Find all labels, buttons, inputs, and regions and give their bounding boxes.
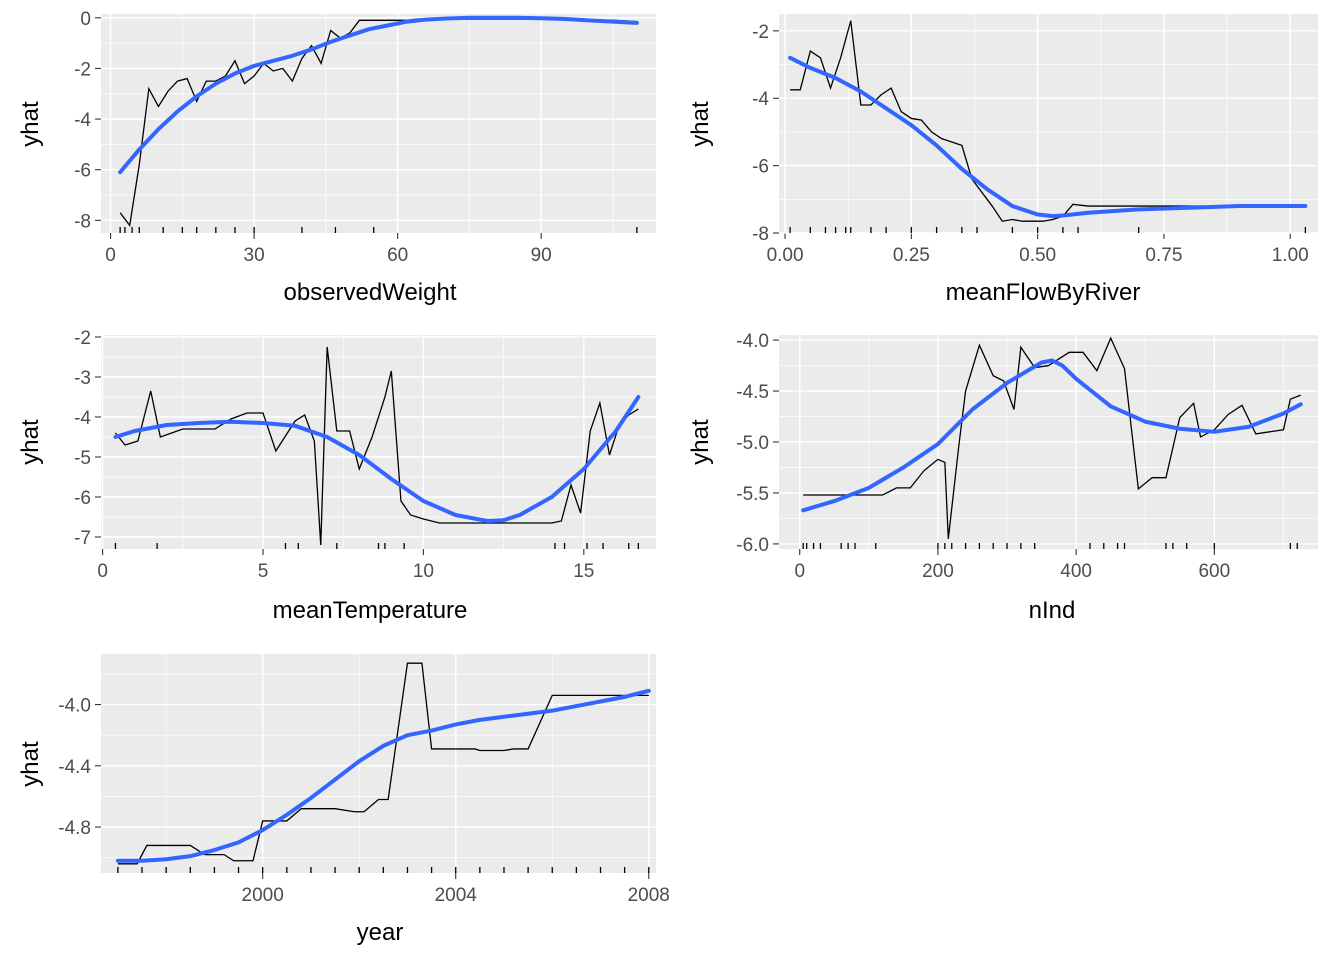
- y-tick-label: -5: [74, 448, 91, 469]
- x-tick-label: 30: [244, 245, 265, 266]
- panel-background: [779, 14, 1318, 233]
- y-tick-label: -6: [74, 488, 91, 509]
- chart-panel-2: 0.00 0.25 0.50 0.75 1.00 -8 -6 -4 -2 meanFlowByRi…: [687, 14, 1318, 306]
- y-axis-title: yhat: [17, 741, 44, 787]
- smoothed-trend-line: [788, 55, 1308, 219]
- y-tick-label: -4.0: [58, 696, 91, 717]
- y-axis-title: yhat: [17, 419, 44, 465]
- raw-prediction-line: [114, 346, 639, 546]
- x-tick-label: 2000: [242, 885, 284, 906]
- chart-panel-5: 2000 2004 2008 -4.8 -4.4 -4.0 year yhat: [17, 654, 670, 946]
- x-tick-label: 0.75: [1145, 245, 1182, 266]
- raw-prediction-line: [803, 336, 1301, 539]
- x-axis-title: observedWeight: [284, 279, 457, 306]
- y-tick-label: -5.0: [736, 433, 769, 454]
- x-axis-title: meanFlowByRiver: [946, 279, 1141, 306]
- x-tick-label: 15: [573, 561, 594, 582]
- smoothed-trend-line: [801, 358, 1303, 513]
- y-tick-label: -2: [74, 59, 91, 80]
- y-tick-label: 0: [80, 9, 91, 30]
- x-axis-title: nInd: [1029, 597, 1076, 624]
- y-tick-label: -4: [74, 110, 91, 131]
- y-tick-label: -4.8: [58, 818, 91, 839]
- x-tick-label: 0.50: [1019, 245, 1056, 266]
- x-tick-label: 2008: [628, 885, 670, 906]
- y-tick-label: -7: [74, 528, 91, 549]
- x-tick-label: 5: [258, 561, 269, 582]
- panel-background: [101, 654, 656, 873]
- y-tick-label: -4: [74, 408, 91, 429]
- x-tick-label: 0: [794, 561, 805, 582]
- chart-panel-3: 0 5 10 15 -7 -6 -5 -4 -3 -2 meanTemperature yhat: [17, 328, 656, 624]
- y-tick-label: -2: [752, 22, 769, 43]
- y-tick-label: -8: [74, 211, 91, 232]
- chart-panel-4: 0 200 400 600 -6.0 -5.5 -5.0 -4.5 -4.0 nInd yhat: [687, 331, 1318, 624]
- x-tick-label: 400: [1060, 561, 1092, 582]
- panel-background: [101, 14, 656, 233]
- y-axis-title: yhat: [687, 419, 714, 465]
- x-tick-label: 0.00: [767, 245, 804, 266]
- x-tick-label: 600: [1198, 561, 1230, 582]
- y-tick-label: -3: [74, 368, 91, 389]
- smoothed-trend-line: [115, 688, 651, 863]
- x-tick-label: 2004: [435, 885, 478, 906]
- y-tick-label: -4: [752, 89, 769, 110]
- raw-prediction-line: [117, 662, 649, 865]
- y-tick-label: -4.4: [58, 757, 91, 778]
- chart-panel-1: 0 30 60 90 -8 -6 -4 -2 0 observedWeight yhat: [17, 9, 656, 306]
- x-tick-label: 60: [387, 245, 408, 266]
- x-tick-label: 1.00: [1272, 245, 1309, 266]
- x-tick-label: 200: [922, 561, 954, 582]
- x-axis-title: year: [357, 919, 404, 946]
- smoothed-trend-line: [118, 15, 639, 175]
- y-tick-label: -4.0: [736, 331, 769, 352]
- y-tick-label: -6.0: [736, 535, 769, 556]
- raw-prediction-line: [790, 20, 1306, 222]
- y-tick-label: -2: [74, 328, 91, 349]
- x-axis-title: meanTemperature: [273, 597, 468, 624]
- y-tick-label: -6: [752, 157, 769, 178]
- y-tick-label: -4.5: [736, 382, 769, 403]
- x-tick-label: 0: [97, 561, 108, 582]
- y-tick-label: -8: [752, 224, 769, 245]
- y-axis-title: yhat: [687, 101, 714, 147]
- x-tick-label: 90: [531, 245, 552, 266]
- y-tick-label: -5.5: [736, 484, 769, 505]
- x-tick-label: 10: [413, 561, 434, 582]
- x-tick-label: 0.25: [893, 245, 930, 266]
- smoothed-trend-line: [113, 395, 641, 523]
- x-tick-label: 0: [105, 245, 116, 266]
- y-axis-title: yhat: [17, 101, 44, 147]
- y-tick-label: -6: [74, 161, 91, 182]
